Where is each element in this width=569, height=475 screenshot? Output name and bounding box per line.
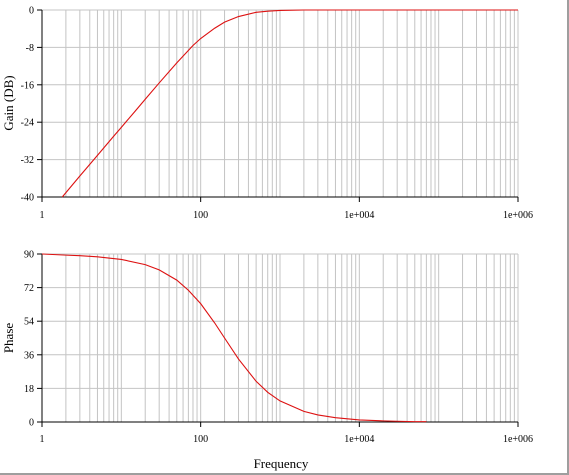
x-axis-label: Frequency [254, 456, 309, 471]
grid-lines [41, 9, 519, 198]
series-line [41, 253, 427, 423]
x-tick-label: 1 [40, 434, 45, 445]
x-tick-label: 1e+006 [503, 210, 533, 221]
y-tick-label: 36 [24, 350, 34, 361]
y-tick-label: 90 [24, 250, 34, 261]
y-tick-label: -24 [21, 118, 34, 129]
y-tick-label: 72 [24, 283, 34, 294]
y-tick-label: -16 [21, 80, 34, 91]
grid-lines [41, 253, 519, 423]
x-tick-label: 1 [40, 210, 45, 221]
x-tick-label: 1e+004 [344, 210, 374, 221]
x-tick-label: 100 [193, 434, 208, 445]
y-tick-label: 0 [29, 418, 34, 429]
y-axis-label: Gain (DB) [1, 75, 16, 130]
y-tick-label: 54 [24, 317, 34, 328]
x-tick-label: 100 [193, 210, 208, 221]
x-tick-label: 1e+006 [503, 434, 533, 445]
y-tick-label: -40 [21, 193, 34, 204]
gain-chart: 0 -8 -16 -24 -32 -40 1 100 1e+004 1e+006 Gain (DB) [1, 6, 533, 222]
series-line [61, 9, 518, 198]
y-tick-label: -32 [21, 155, 34, 166]
y-axis-label: Phase [1, 323, 16, 354]
y-tick-label: 18 [24, 384, 34, 395]
phase-chart: 90 72 54 36 18 01 100 1e+004 1e+006 Phase Frequenc… [1, 250, 533, 472]
y-tick-label: 0 [29, 6, 34, 17]
x-tick-label: 1e+004 [344, 434, 374, 445]
y-tick-label: -8 [26, 43, 34, 54]
